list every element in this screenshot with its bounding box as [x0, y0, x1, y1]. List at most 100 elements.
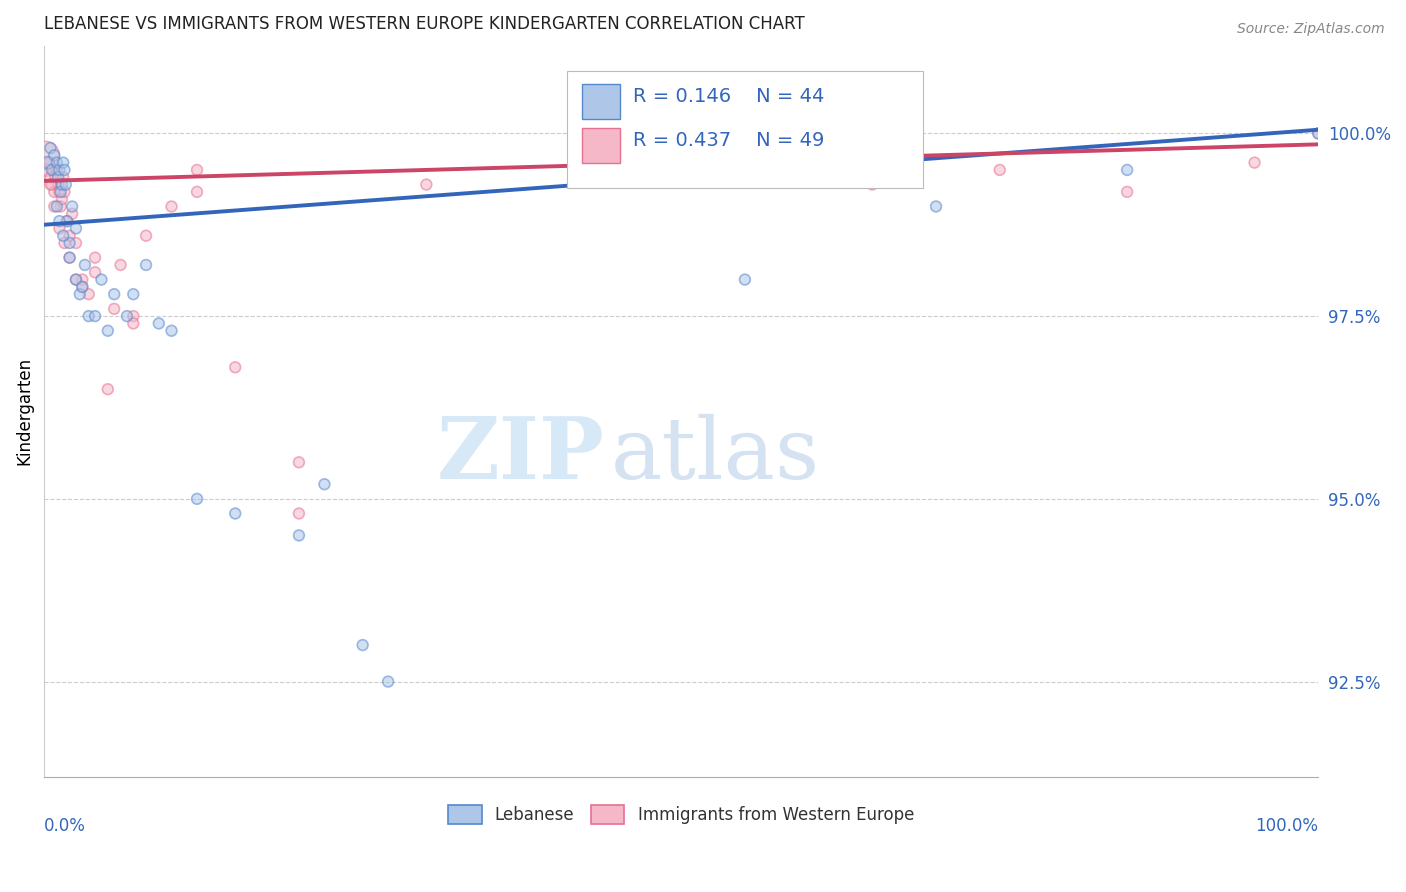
Point: [97, 324, 120, 338]
Point: [45, 163, 67, 178]
Point: [115, 309, 138, 323]
Point: [352, 638, 374, 652]
Point: [35, 163, 58, 178]
Point: [49, 185, 72, 199]
Point: [45, 199, 67, 213]
Point: [56, 214, 79, 228]
Y-axis label: Kindergarten: Kindergarten: [15, 357, 32, 466]
Point: [288, 507, 311, 521]
Point: [44, 148, 66, 162]
Point: [53, 163, 76, 178]
Point: [58, 251, 80, 265]
Point: [52, 170, 75, 185]
Point: [44, 199, 66, 213]
Point: [39, 141, 62, 155]
Point: [34, 148, 56, 162]
Point: [45, 155, 67, 169]
Point: [39, 178, 62, 192]
FancyBboxPatch shape: [582, 128, 620, 162]
Point: [73, 258, 96, 272]
Legend: Lebanese, Immigrants from Western Europe: Lebanese, Immigrants from Western Europe: [441, 797, 921, 830]
Text: R = 0.437    N = 49: R = 0.437 N = 49: [633, 131, 824, 150]
Point: [48, 214, 70, 228]
Point: [41, 178, 63, 192]
Point: [55, 178, 77, 192]
Point: [84, 265, 107, 279]
Point: [60, 207, 83, 221]
Point: [186, 163, 208, 178]
Point: [160, 199, 183, 213]
Point: [77, 287, 100, 301]
Point: [39, 170, 62, 185]
Point: [135, 228, 157, 243]
Point: [1116, 185, 1139, 199]
Point: [77, 309, 100, 323]
Point: [135, 258, 157, 272]
Point: [288, 455, 311, 469]
Point: [72, 280, 94, 294]
Point: [53, 235, 76, 250]
Point: [48, 221, 70, 235]
Point: [103, 287, 125, 301]
Text: Source: ZipAtlas.com: Source: ZipAtlas.com: [1237, 22, 1385, 37]
Point: [46, 178, 69, 192]
Point: [65, 235, 87, 250]
Text: atlas: atlas: [612, 413, 820, 497]
Point: [52, 228, 75, 243]
Point: [1116, 163, 1139, 178]
Point: [69, 287, 91, 301]
Point: [56, 214, 79, 228]
Point: [44, 185, 66, 199]
Point: [160, 324, 183, 338]
Text: LEBANESE VS IMMIGRANTS FROM WESTERN EUROPE KINDERGARTEN CORRELATION CHART: LEBANESE VS IMMIGRANTS FROM WESTERN EURO…: [44, 15, 804, 33]
Point: [122, 309, 145, 323]
Point: [41, 163, 63, 178]
Point: [52, 155, 75, 169]
Point: [49, 199, 72, 213]
Point: [51, 192, 73, 206]
Point: [110, 258, 132, 272]
Point: [60, 199, 83, 213]
Point: [58, 251, 80, 265]
Point: [37, 155, 59, 169]
Point: [288, 528, 311, 542]
Point: [45, 170, 67, 185]
Point: [97, 382, 120, 396]
Point: [734, 272, 756, 286]
Point: [415, 178, 437, 192]
Point: [103, 301, 125, 316]
Point: [925, 199, 948, 213]
Point: [1308, 127, 1330, 141]
Text: 100.0%: 100.0%: [1256, 817, 1319, 835]
Point: [46, 170, 69, 185]
Point: [90, 272, 112, 286]
Point: [186, 491, 208, 506]
Point: [65, 272, 87, 286]
Point: [65, 272, 87, 286]
Point: [186, 185, 208, 199]
Point: [38, 155, 60, 169]
Point: [122, 287, 145, 301]
Point: [58, 235, 80, 250]
Point: [988, 163, 1011, 178]
Point: [734, 163, 756, 178]
Text: R = 0.146    N = 44: R = 0.146 N = 44: [633, 87, 824, 106]
Text: 0.0%: 0.0%: [44, 817, 86, 835]
Point: [224, 507, 246, 521]
Point: [53, 185, 76, 199]
Point: [84, 309, 107, 323]
Point: [1308, 127, 1330, 141]
Point: [72, 280, 94, 294]
Point: [148, 317, 170, 331]
Point: [48, 163, 70, 178]
Point: [1243, 155, 1265, 169]
Point: [84, 251, 107, 265]
FancyBboxPatch shape: [567, 71, 924, 188]
Point: [224, 360, 246, 375]
Point: [48, 185, 70, 199]
Point: [65, 221, 87, 235]
Point: [58, 228, 80, 243]
Point: [42, 163, 65, 178]
Point: [51, 178, 73, 192]
Point: [122, 317, 145, 331]
